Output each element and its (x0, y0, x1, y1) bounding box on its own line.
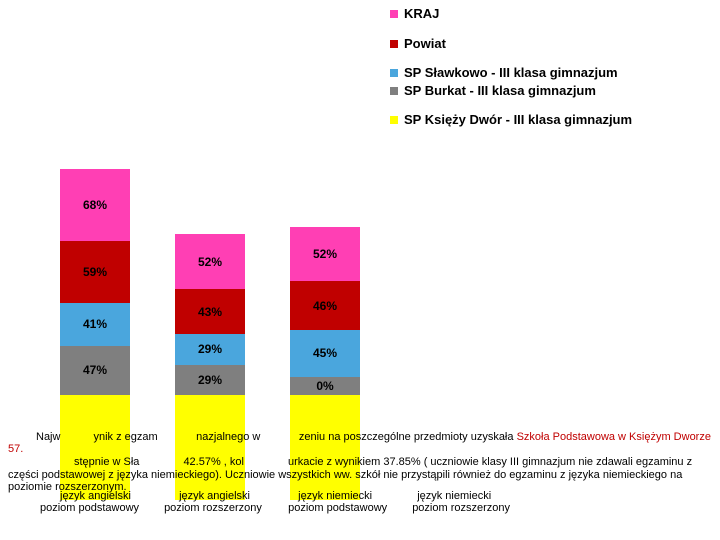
txt: stępnie w Sła (74, 456, 139, 468)
bar-segment: 29% (175, 334, 245, 364)
bar-segment: 52% (175, 234, 245, 289)
legend-group: SP Sławkowo - III klasa gimnazjum SP Bur… (390, 65, 700, 98)
legend: KRAJ Powiat SP Sławkowo - III klasa gimn… (390, 6, 700, 142)
legend-item: SP Sławkowo - III klasa gimnazjum (390, 65, 700, 81)
xaxis-labels-row1: język angielski język angielski język ni… (60, 490, 680, 502)
bar-segment: 46% (290, 281, 360, 329)
txt: zeniu na poszczególne przedmioty uzyskał… (299, 431, 517, 443)
txt: nazjalnego w (196, 431, 260, 443)
bar-segment: 68% (60, 169, 130, 240)
xlabel: poziom rozszerzony (164, 502, 279, 514)
legend-label: KRAJ (404, 6, 700, 22)
bar-value: 45% (313, 346, 337, 360)
description-text: Najwxxxxxxynik z egzamxxxxxxxnazjalnego … (8, 431, 712, 494)
txt: 42.57% , kol (183, 456, 244, 468)
txt: ynik z egzam (93, 431, 157, 443)
bar-value: 47% (83, 363, 107, 377)
legend-label: SP Burkat - III klasa gimnazjum (404, 83, 700, 99)
bar-value: 43% (198, 305, 222, 319)
bar-value: 29% (198, 373, 222, 387)
xlabel: język angielski (60, 490, 170, 502)
bar-value: 52% (198, 255, 222, 269)
bar-value: 46% (313, 299, 337, 313)
xlabel: poziom podstawowy (40, 502, 155, 514)
bar-value: 59% (83, 265, 107, 279)
xlabel: poziom rozszerzony (412, 502, 527, 514)
bar-segment: 59% (60, 241, 130, 303)
bar-segment: 29% (175, 365, 245, 395)
bar-value: 68% (83, 198, 107, 212)
legend-label: Powiat (404, 36, 700, 52)
bar-segment: 52% (290, 227, 360, 282)
bar-segment: 41% (60, 303, 130, 346)
xlabel: język angielski (179, 490, 289, 502)
xlabel: język niemiecki (417, 490, 527, 502)
bar-value: 0% (316, 379, 333, 393)
chart-area: KRAJ Powiat SP Sławkowo - III klasa gimn… (0, 0, 720, 540)
bar-segment: 43% (175, 289, 245, 334)
bar-segment: 45% (290, 330, 360, 377)
legend-item: SP Księży Dwór - III klasa gimnazjum (390, 112, 700, 128)
legend-item: Powiat (390, 36, 700, 52)
bar-segment: 0% (290, 377, 360, 395)
legend-item: SP Burkat - III klasa gimnazjum (390, 83, 700, 99)
bar-segment: 47% (60, 346, 130, 395)
legend-label: SP Księży Dwór - III klasa gimnazjum (404, 112, 700, 128)
legend-item: KRAJ (390, 6, 700, 22)
bar-value: 52% (313, 247, 337, 261)
bars-container: 47% 41% 59% 68% 29% 29% 43% 52% 0% 45% 46% 52% (60, 0, 410, 500)
xaxis-labels-row2: poziom podstawowy poziom rozszerzony poz… (40, 502, 660, 514)
bar-value: 29% (198, 342, 222, 356)
xlabel: język niemiecki (298, 490, 408, 502)
legend-label: SP Sławkowo - III klasa gimnazjum (404, 65, 700, 81)
xlabel: poziom podstawowy (288, 502, 403, 514)
bar-value: 41% (83, 317, 107, 331)
txt: Najw (36, 431, 60, 443)
